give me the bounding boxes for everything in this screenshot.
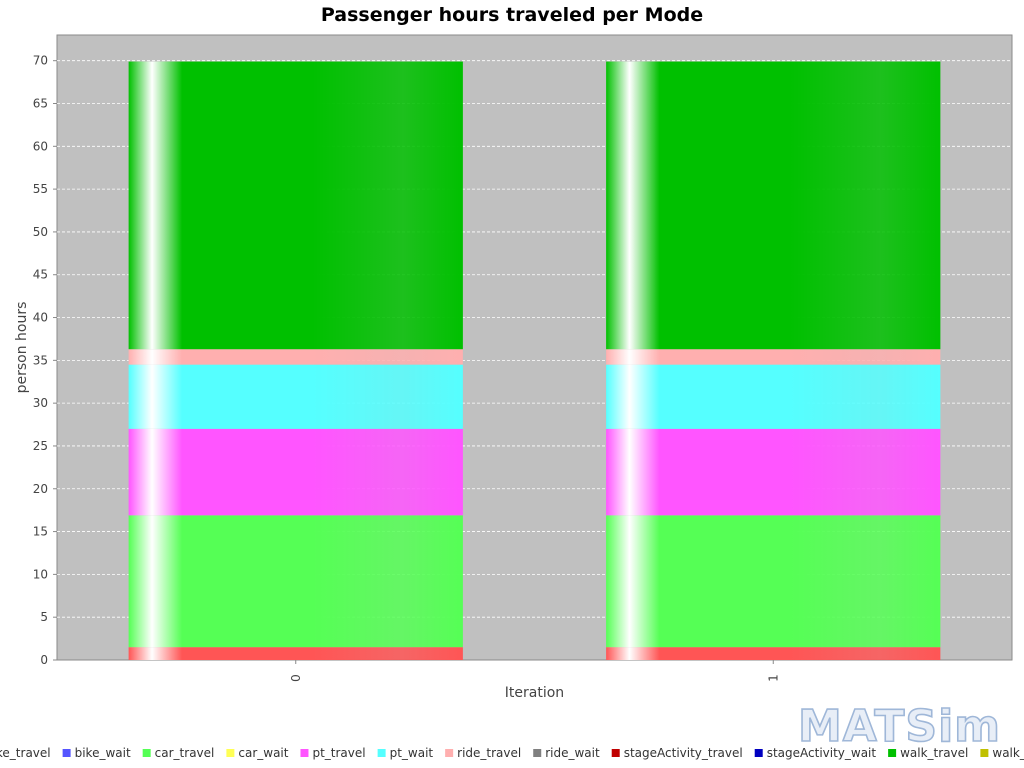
legend-item-bike_wait: bike_wait (62, 746, 131, 760)
bar-car_travel-iteration-0 (128, 515, 463, 648)
bar-pt_wait-iteration-0 (128, 364, 463, 429)
legend-item-pt_wait: pt_wait (377, 746, 434, 760)
legend-item-walk_travel: walk_travel (888, 746, 968, 760)
legend-swatch (445, 749, 454, 757)
bar-bike_travel-iteration-1 (606, 647, 941, 660)
legend-item-bike_travel: bike_travel (0, 746, 51, 760)
x-tick-label: 0 (289, 674, 303, 682)
legend-item-car_travel: car_travel (142, 746, 215, 760)
legend-label: pt_wait (390, 746, 434, 760)
legend-label: ride_wait (545, 746, 600, 760)
legend-item-pt_travel: pt_travel (300, 746, 366, 760)
bar-bike_travel-iteration-0 (128, 647, 463, 660)
matsim-logo: MATSim (798, 701, 1001, 752)
legend-item-ride_wait: ride_wait (533, 746, 600, 760)
bar-pt_travel-iteration-0 (128, 428, 463, 516)
legend-item-walk_wait: walk_wait (980, 746, 1024, 760)
legend-label: bike_travel (0, 746, 51, 760)
legend-label: walk_wait (992, 746, 1024, 760)
y-axis-label: person hours (14, 302, 30, 394)
legend-label: ride_travel (457, 746, 521, 760)
y-tick-label: 25 (33, 439, 48, 453)
legend-swatch (754, 749, 763, 757)
y-tick-label: 0 (40, 653, 48, 667)
bar-car_travel-iteration-1 (606, 515, 941, 648)
y-tick-label: 5 (40, 610, 48, 624)
bar-walk_travel-iteration-1 (606, 61, 941, 350)
y-tick-label: 50 (33, 225, 48, 239)
y-tick-label: 70 (33, 54, 48, 68)
y-tick-label: 15 (33, 525, 48, 539)
y-tick-label: 60 (33, 139, 48, 153)
legend-item-car_wait: car_wait (226, 746, 289, 760)
legend-label: stageActivity_travel (624, 746, 743, 760)
legend-label: car_travel (155, 746, 215, 760)
legend-item-stageActivity_wait: stageActivity_wait (754, 746, 877, 760)
x-tick-label: 1 (766, 674, 780, 682)
bars (128, 61, 941, 660)
legend-swatch (142, 749, 151, 757)
y-tick-label: 40 (33, 311, 48, 325)
legend-swatch (611, 749, 620, 757)
legend-label: stageActivity_wait (767, 746, 877, 760)
y-tick-label: 30 (33, 396, 48, 410)
legend-swatch (226, 749, 235, 757)
y-axis-ticks: 0 5 10 15 20 25 30 35 40 45 50 55 60 65 70 (33, 54, 57, 667)
legend-label: pt_travel (312, 746, 365, 760)
legend-swatch (980, 749, 989, 757)
legend-swatch (62, 749, 71, 757)
bar-ride_travel-iteration-0 (128, 349, 463, 365)
x-axis-label: Iteration (505, 685, 564, 701)
bar-pt_wait-iteration-1 (606, 364, 941, 429)
chart-title: Passenger hours traveled per Mode (321, 4, 703, 26)
legend-swatch (300, 749, 309, 757)
y-tick-label: 10 (33, 567, 48, 581)
legend-label: bike_wait (75, 746, 131, 760)
bar-ride_travel-iteration-1 (606, 349, 941, 365)
bar-walk_travel-iteration-0 (128, 61, 463, 350)
y-tick-label: 65 (33, 96, 48, 110)
legend-label: car_wait (238, 746, 288, 760)
legend-label: walk_travel (900, 746, 968, 760)
y-tick-label: 55 (33, 182, 48, 196)
y-tick-label: 35 (33, 353, 48, 367)
legend-swatch (377, 749, 386, 757)
legend-swatch (533, 749, 542, 757)
legend-item-stageActivity_travel: stageActivity_travel (611, 746, 743, 760)
y-tick-label: 20 (33, 482, 48, 496)
legend-swatch (888, 749, 897, 757)
y-tick-label: 45 (33, 268, 48, 282)
bar-pt_travel-iteration-1 (606, 428, 941, 516)
legend-item-ride_travel: ride_travel (445, 746, 521, 760)
legend: bike_travel bike_wait car_travel car_wait pt… (0, 746, 1024, 760)
